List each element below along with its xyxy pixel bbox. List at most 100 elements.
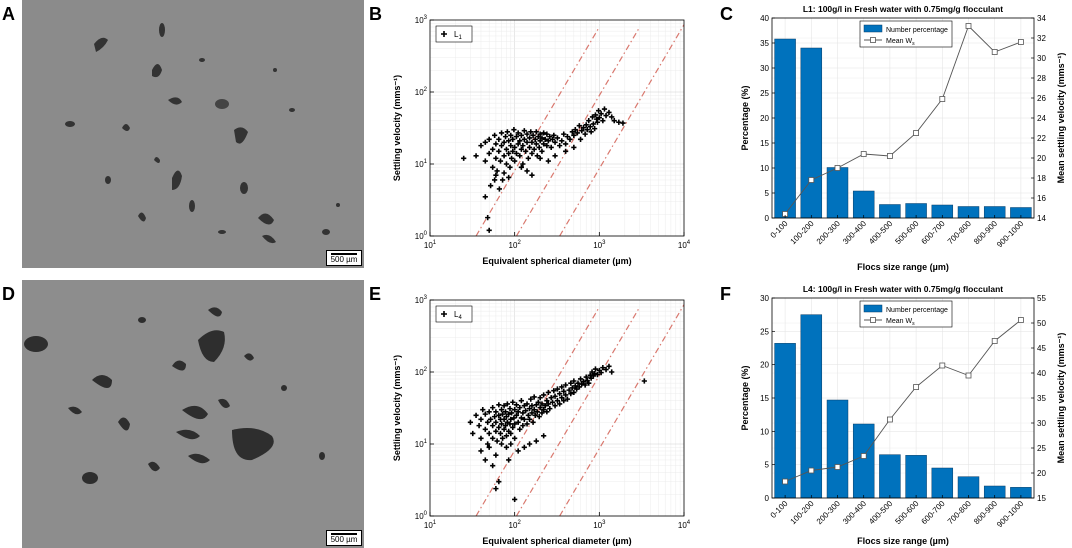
data-point <box>609 369 615 375</box>
y-tick-label-base: 10 <box>415 368 424 377</box>
floc-photo-d: 500 µm <box>22 280 364 548</box>
data-point <box>620 120 626 126</box>
data-point <box>521 444 527 450</box>
data-point <box>517 405 523 411</box>
data-point <box>576 123 582 129</box>
bar <box>774 343 796 499</box>
y-right-tick-label: 20 <box>1037 154 1046 163</box>
data-point <box>513 134 520 140</box>
data-point <box>541 130 547 136</box>
y-tick-label-base: 10 <box>415 440 424 449</box>
data-point <box>537 395 543 401</box>
x-tick-label: 104 <box>678 240 691 250</box>
data-point <box>496 136 502 142</box>
legend-line-marker <box>870 37 876 43</box>
x-tick-label: 100-200 <box>789 499 817 527</box>
data-point <box>530 132 536 138</box>
data-point <box>589 114 596 120</box>
data-point <box>499 177 506 183</box>
y-tick-label: 15 <box>760 139 769 148</box>
line-marker <box>886 416 893 423</box>
line-marker <box>808 177 815 183</box>
data-point <box>521 416 527 422</box>
data-point <box>592 366 599 372</box>
x-tick-label-exp: 3 <box>602 520 606 526</box>
legend-bar-swatch <box>863 24 883 33</box>
y-tick-label-base: 10 <box>415 16 424 25</box>
legend-line-marker <box>870 317 876 323</box>
data-point <box>537 138 543 144</box>
data-point <box>490 146 496 152</box>
x-tick-label: 100-200 <box>789 219 817 247</box>
data-point <box>478 143 484 149</box>
data-point <box>510 399 516 405</box>
legend: Number percentage Mean Ws <box>859 20 953 48</box>
x-tick-label: 0-100 <box>769 219 790 240</box>
data-point <box>482 426 488 432</box>
line-marker <box>860 453 867 459</box>
data-point <box>508 441 514 447</box>
data-point <box>583 374 589 380</box>
data-point <box>486 227 492 233</box>
legend-label: L1 <box>454 30 462 41</box>
data-point <box>611 118 617 124</box>
data-point <box>532 412 538 418</box>
data-point <box>588 129 594 135</box>
y-tick-label-exp: 0 <box>424 231 428 237</box>
data-point <box>541 392 547 398</box>
data-point <box>571 144 577 151</box>
data-point <box>515 419 521 425</box>
data-point <box>467 419 473 425</box>
x-tick-label: 102 <box>509 520 522 530</box>
data-point <box>520 143 526 149</box>
data-point <box>498 130 505 136</box>
x-tick-label: 104 <box>678 520 691 530</box>
legend-bar-label: Number percentage <box>886 27 948 34</box>
legend-line-label-main: Mean W <box>886 38 912 45</box>
data-point <box>534 153 540 159</box>
data-point <box>545 158 551 164</box>
data-point <box>506 174 512 181</box>
data-point <box>641 378 647 384</box>
data-point <box>485 215 491 221</box>
data-point <box>509 410 515 416</box>
data-point <box>557 143 563 149</box>
data-point <box>561 388 567 394</box>
data-point <box>571 389 577 396</box>
data-point <box>503 146 510 152</box>
bar <box>905 455 927 499</box>
floc-photo-a: 500 µm <box>22 0 364 268</box>
x-tick-label: 101 <box>424 520 437 530</box>
data-point <box>539 401 545 407</box>
legend-line-label: Mean Ws <box>886 38 915 47</box>
data-point <box>552 393 558 399</box>
x-tick-label-exp: 4 <box>687 240 691 246</box>
data-point <box>524 131 530 137</box>
data-point <box>492 414 498 420</box>
y-axis-label: Percentage (%) <box>740 365 750 430</box>
legend: Number percentage Mean Ws <box>859 300 953 328</box>
data-point <box>530 419 536 425</box>
data-point <box>526 144 533 151</box>
scale-bar-d: 500 µm <box>326 530 362 546</box>
y-tick-label: 20 <box>760 114 769 123</box>
line-marker <box>808 467 815 474</box>
x-tick-label: 400-500 <box>867 219 895 247</box>
data-point <box>513 412 520 418</box>
data-point <box>535 399 541 405</box>
data-point <box>568 391 574 397</box>
data-point <box>548 395 554 401</box>
data-point <box>503 433 510 439</box>
data-point <box>501 170 507 176</box>
data-point <box>504 401 510 407</box>
legend-marker <box>441 311 447 317</box>
data-point <box>493 155 499 161</box>
data-point <box>497 430 504 437</box>
line-marker <box>834 464 841 470</box>
data-point <box>507 406 513 412</box>
line-marker <box>991 338 998 344</box>
y-tick-label: 103 <box>415 15 428 25</box>
data-point <box>504 129 510 135</box>
x-tick-label: 500-600 <box>893 499 921 527</box>
